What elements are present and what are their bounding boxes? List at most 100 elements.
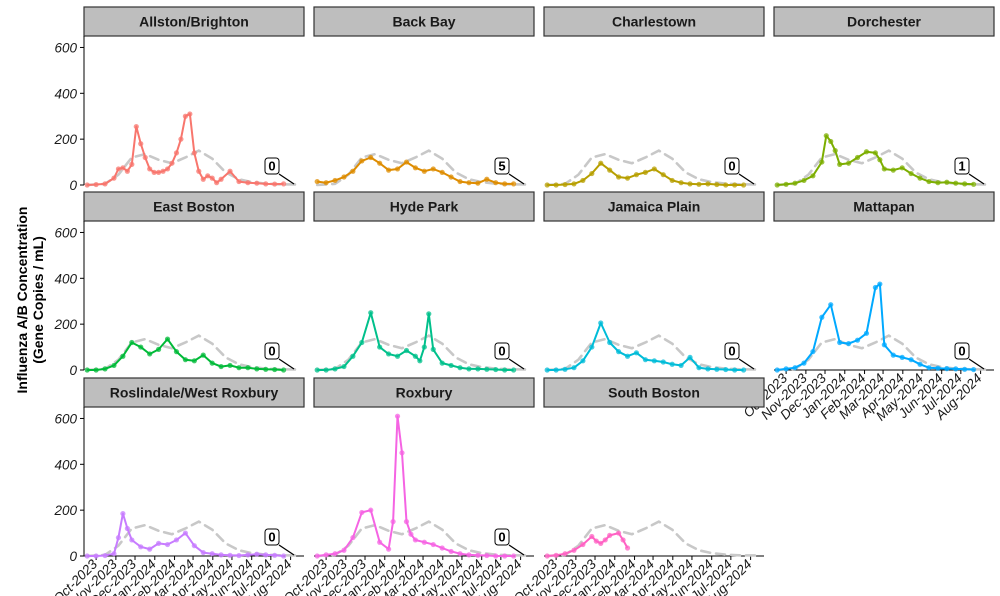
data-point <box>254 366 260 372</box>
data-point <box>263 366 269 372</box>
series-line <box>547 532 629 557</box>
data-point <box>205 173 211 179</box>
data-point <box>908 170 914 177</box>
data-point <box>837 339 843 346</box>
facet-strip-label: Hyde Park <box>390 199 459 215</box>
data-point <box>350 535 356 541</box>
data-point <box>624 353 631 359</box>
data-point <box>386 351 392 357</box>
data-point <box>863 330 870 336</box>
data-point <box>607 532 613 538</box>
data-point <box>359 509 365 516</box>
value-label-box <box>264 342 280 360</box>
data-point <box>881 342 887 348</box>
data-point <box>263 552 269 558</box>
data-point <box>359 339 365 346</box>
data-point <box>439 545 445 551</box>
data-point <box>129 339 135 346</box>
data-point <box>723 182 729 188</box>
data-point <box>553 552 559 558</box>
data-point <box>120 510 126 517</box>
data-point <box>687 181 693 187</box>
data-point <box>200 352 206 358</box>
data-point <box>164 541 171 548</box>
data-point <box>156 169 162 175</box>
data-point <box>723 366 729 373</box>
value-label-box <box>494 528 510 546</box>
data-point <box>124 525 130 532</box>
data-point <box>200 176 206 182</box>
data-point <box>553 367 559 373</box>
data-point <box>502 367 508 373</box>
data-point <box>214 180 220 186</box>
label-leader-line <box>968 173 985 185</box>
data-point <box>254 551 260 557</box>
label-leader-line <box>738 358 755 370</box>
data-point <box>341 547 347 553</box>
facet-strip-label: Jamaica Plain <box>608 199 701 215</box>
facet-panel: East Boston 0 200 400 600 0 <box>53 191 305 378</box>
data-point <box>783 366 789 372</box>
data-point <box>417 358 423 364</box>
y-tick-label: 0 <box>69 549 77 564</box>
data-point <box>544 182 550 188</box>
facet-panel: Hyde Park 0 <box>313 191 535 373</box>
data-point <box>209 551 215 557</box>
data-point <box>314 553 320 559</box>
data-point <box>899 354 905 360</box>
data-point <box>714 366 720 372</box>
data-point <box>651 358 657 364</box>
data-point <box>196 168 202 174</box>
value-label-box <box>264 528 280 546</box>
series-line <box>547 322 744 371</box>
data-point <box>147 546 153 552</box>
data-point <box>846 160 852 166</box>
label-leader-line <box>278 544 295 556</box>
data-point <box>466 366 472 372</box>
data-point <box>218 363 224 370</box>
data-point <box>173 150 180 156</box>
facet-strip-label: Charlestown <box>612 14 696 30</box>
data-point <box>598 540 604 546</box>
data-point <box>475 366 481 372</box>
data-point <box>323 552 329 558</box>
data-point <box>124 168 130 174</box>
data-point <box>493 366 499 373</box>
data-point <box>457 365 463 371</box>
data-point <box>394 353 401 359</box>
data-point <box>589 344 595 350</box>
facet-strip <box>773 191 995 222</box>
data-point <box>819 314 825 320</box>
label-leader-line <box>278 358 295 370</box>
data-point <box>200 549 206 556</box>
y-tick-label: 0 <box>69 178 77 193</box>
data-point <box>182 530 188 536</box>
data-point <box>510 553 517 559</box>
data-point <box>236 552 242 559</box>
series-line <box>777 283 974 371</box>
y-tick-label: 200 <box>53 503 77 518</box>
data-point <box>412 537 418 543</box>
data-point <box>156 540 162 546</box>
data-point <box>792 365 798 371</box>
data-point <box>394 166 401 172</box>
facet-strip <box>773 6 995 37</box>
facet-strip <box>543 6 765 37</box>
facet-strip-label: South Boston <box>608 385 700 401</box>
data-point <box>426 311 432 317</box>
data-point <box>642 357 648 363</box>
data-point <box>660 172 666 178</box>
data-point <box>828 302 834 308</box>
value-label: 0 <box>728 344 735 359</box>
data-point <box>430 346 436 352</box>
data-point <box>881 166 887 172</box>
data-point <box>810 349 816 355</box>
value-label: 0 <box>268 159 275 174</box>
label-leader-line <box>738 173 755 185</box>
y-tick-label: 400 <box>54 457 77 472</box>
data-point <box>832 148 838 154</box>
facet-panel: Jamaica Plain 0 <box>543 191 765 373</box>
data-point <box>182 113 188 119</box>
data-point <box>386 167 392 173</box>
data-point <box>448 362 454 369</box>
